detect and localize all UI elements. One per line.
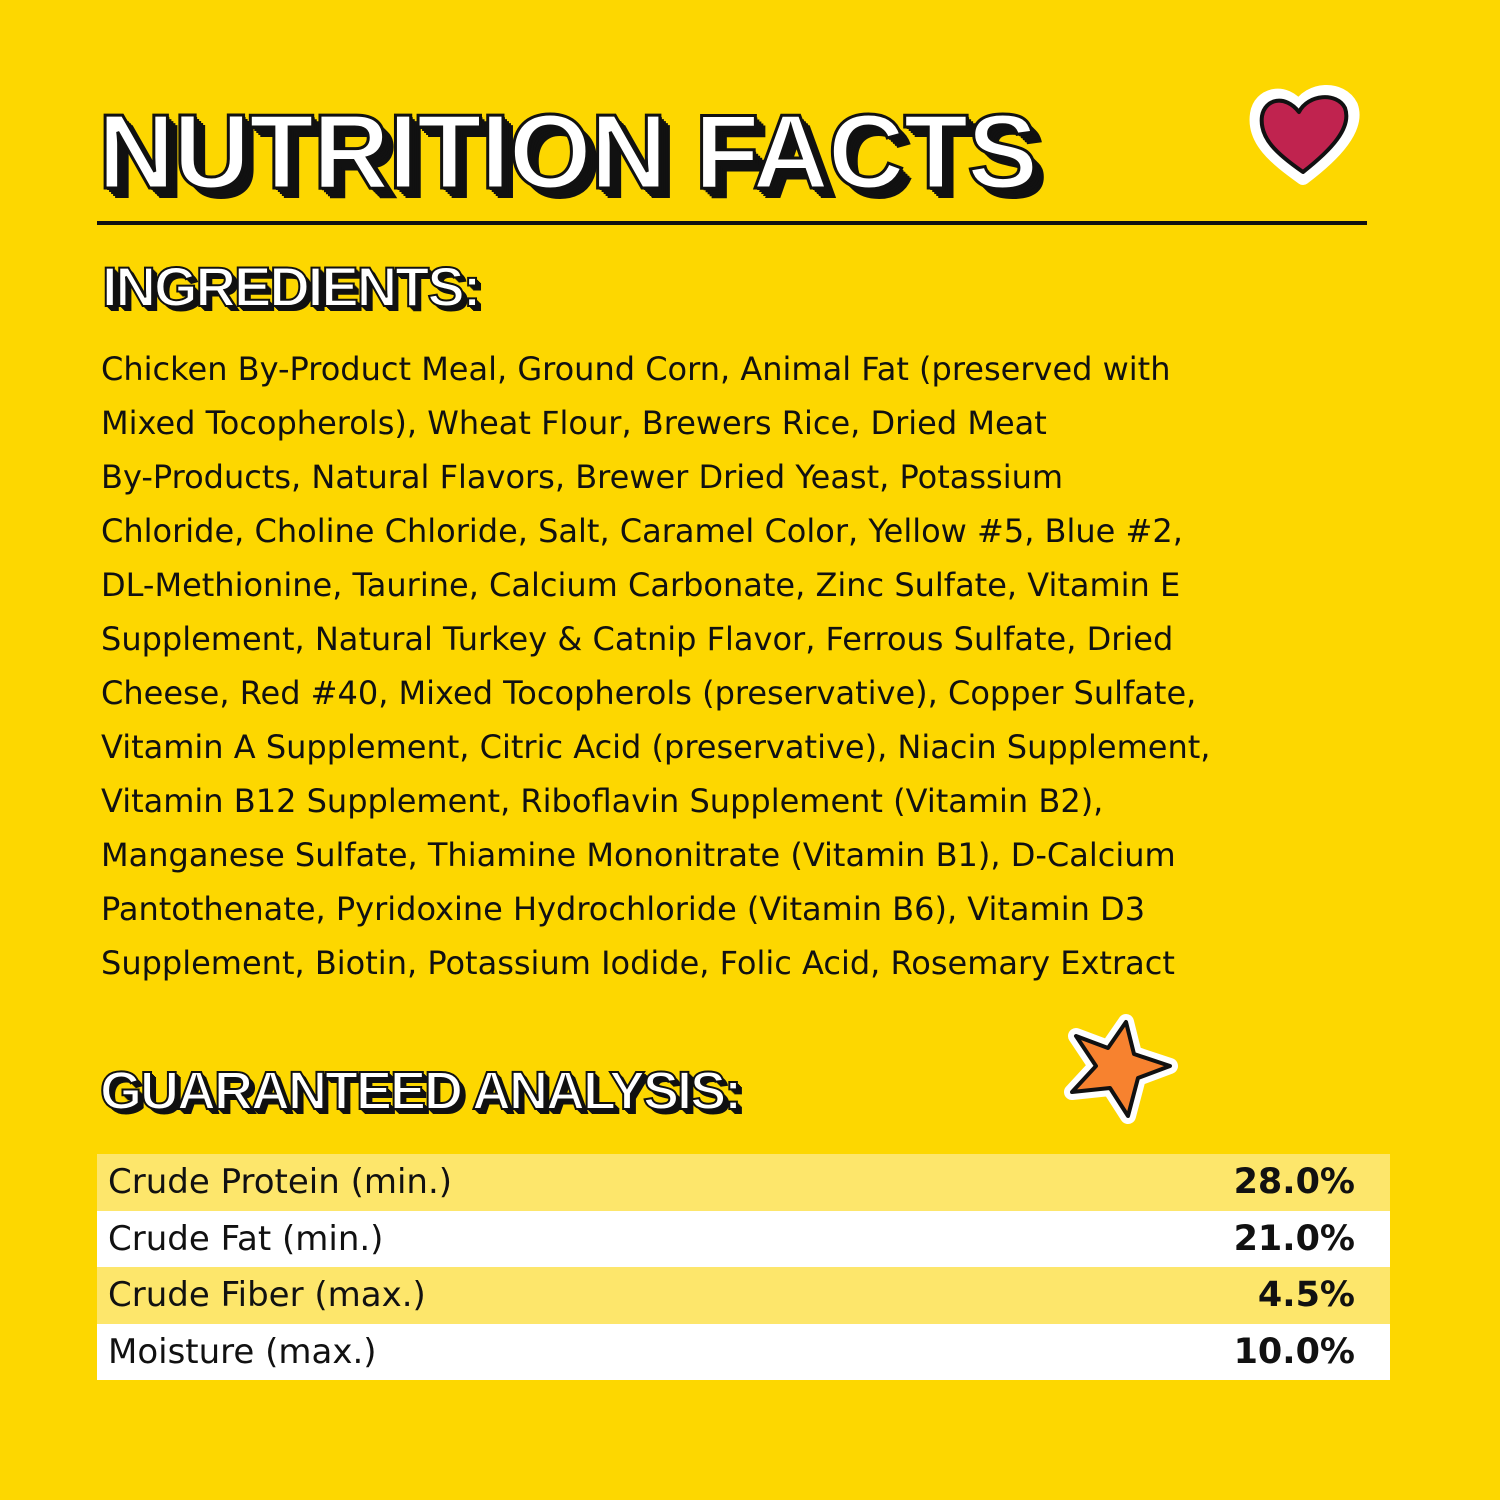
guaranteed-analysis-table: Crude Protein (min.) 28.0% Crude Fat (mi… [97, 1154, 1390, 1380]
row-label: Crude Fat (min.) [108, 1218, 384, 1259]
ingredients-line: By-Products, Natural Flavors, Brewer Dri… [101, 458, 1064, 496]
guaranteed-analysis-heading: GUARANTEED ANALYSIS: [99, 1060, 743, 1122]
ingredients-line: Pantothenate, Pyridoxine Hydrochloride (… [101, 890, 1146, 928]
table-row: Moisture (max.) 10.0% [97, 1323, 1390, 1380]
star-icon [1064, 1014, 1178, 1124]
table-row: Crude Fat (min.) 21.0% [97, 1210, 1390, 1267]
title-divider [97, 221, 1367, 225]
row-label: Crude Protein (min.) [108, 1162, 453, 1203]
ingredients-line: Cheese, Red #40, Mixed Tocopherols (pres… [101, 674, 1197, 712]
row-label: Crude Fiber (max.) [108, 1275, 426, 1316]
ingredients-line: Manganese Sulfate, Thiamine Mononitrate … [101, 836, 1176, 874]
ingredients-line: Supplement, Biotin, Potassium Iodide, Fo… [101, 944, 1175, 982]
ingredients-line: Chicken By-Product Meal, Ground Corn, An… [101, 350, 1171, 388]
ingredients-line: Mixed Tocopherols), Wheat Flour, Brewers… [101, 404, 1047, 442]
ingredients-line: Vitamin B12 Supplement, Riboflavin Suppl… [101, 782, 1104, 820]
row-value: 10.0% [1233, 1331, 1355, 1372]
ingredients-text: Chicken By-Product Meal, Ground Corn, An… [101, 342, 1210, 990]
ingredients-line: Vitamin A Supplement, Citric Acid (prese… [101, 728, 1211, 766]
ingredients-line: Supplement, Natural Turkey & Catnip Flav… [101, 620, 1174, 658]
row-value: 4.5% [1257, 1275, 1355, 1316]
table-row: Crude Fiber (max.) 4.5% [97, 1267, 1390, 1324]
ingredients-heading: INGREDIENTS: [101, 254, 482, 319]
heart-icon [1249, 85, 1360, 185]
ingredients-line: Chloride, Choline Chloride, Salt, Carame… [101, 512, 1183, 550]
page-title: NUTRITION FACTS [97, 92, 1040, 213]
row-value: 21.0% [1233, 1218, 1355, 1259]
row-value: 28.0% [1233, 1162, 1355, 1203]
table-row: Crude Protein (min.) 28.0% [97, 1154, 1390, 1211]
row-label: Moisture (max.) [108, 1331, 377, 1372]
ingredients-line: DL-Methionine, Taurine, Calcium Carbonat… [101, 566, 1181, 604]
